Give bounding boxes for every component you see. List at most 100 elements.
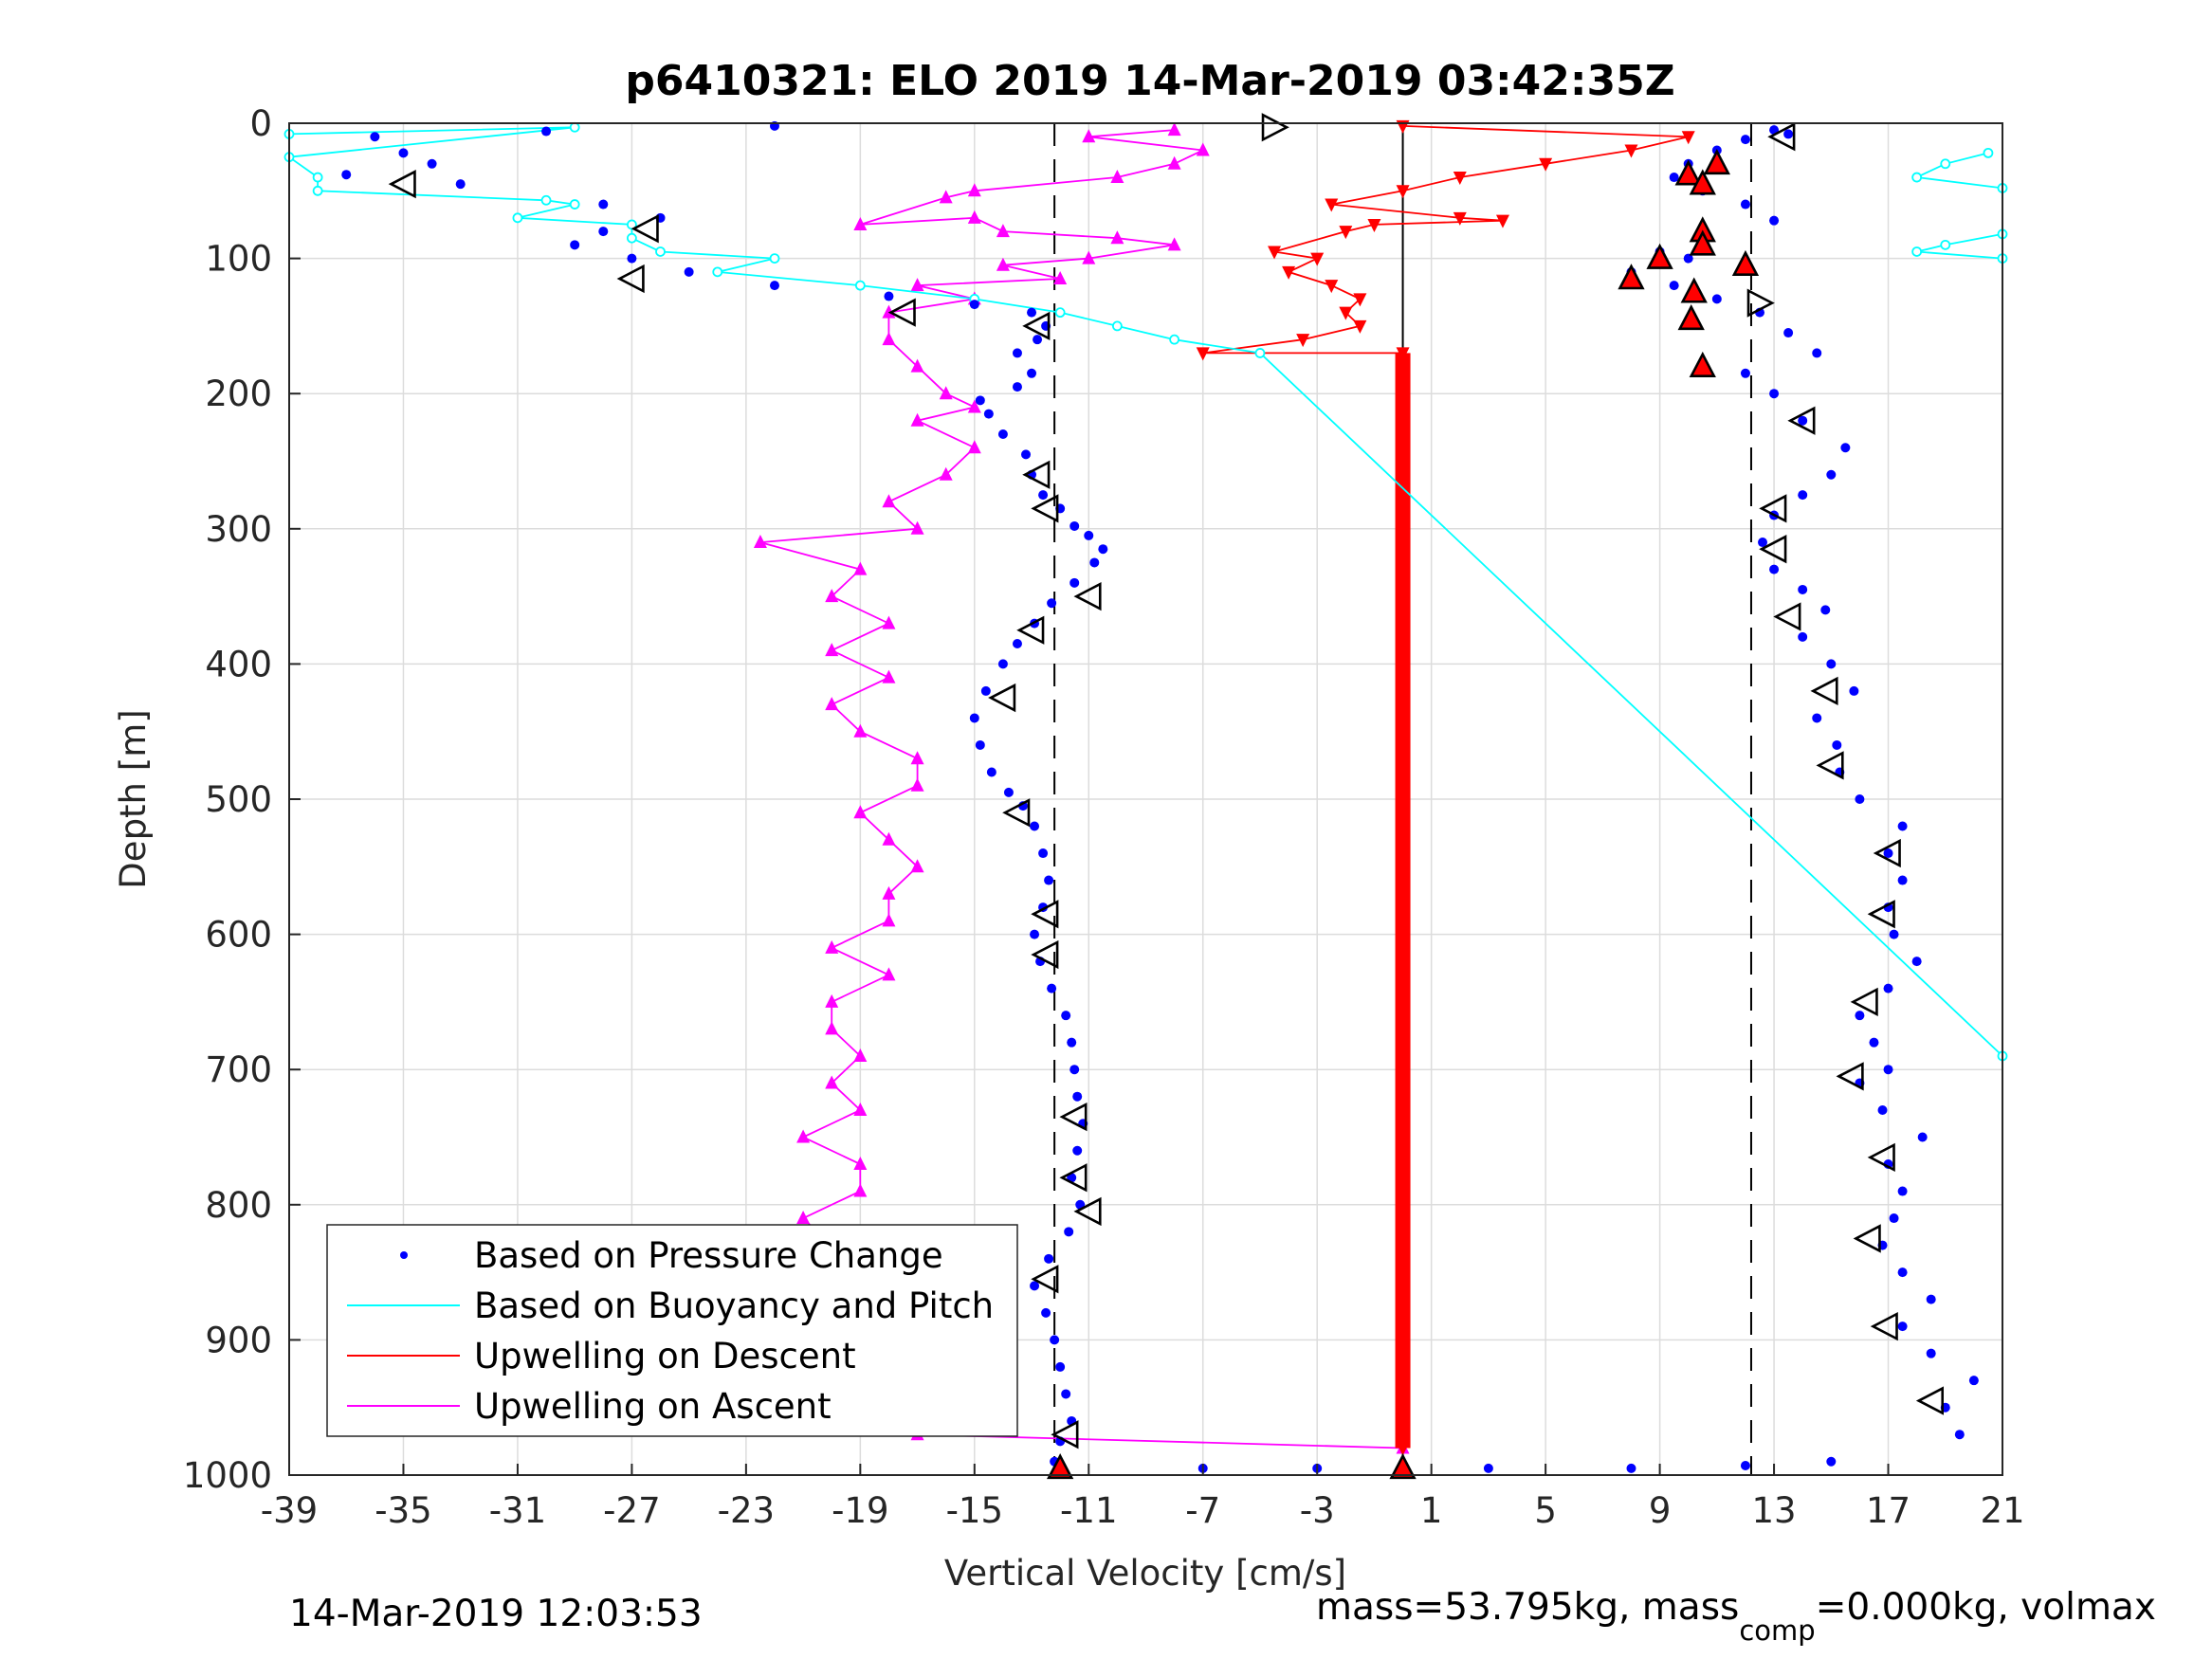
upwelling-descent-marker <box>1339 306 1353 320</box>
x-tick-label: -19 <box>832 1490 888 1531</box>
pressure-dot <box>884 291 894 301</box>
pressure-dot <box>455 179 466 190</box>
pressure-dot <box>1812 348 1822 358</box>
pressure-dot <box>1064 1227 1074 1237</box>
open-triangle-left-marker <box>616 264 645 294</box>
pressure-dot <box>769 281 779 291</box>
pressure-dot <box>1897 1322 1908 1332</box>
pressure-dot <box>983 409 994 419</box>
upwelling-descent-marker <box>1353 293 1367 307</box>
pressure-dot <box>1683 253 1693 264</box>
open-triangle-left-marker <box>1873 838 1901 868</box>
upwelling-ascent-marker <box>853 1048 868 1062</box>
pressure-dot <box>1832 739 1842 750</box>
pressure-dot <box>969 713 979 723</box>
upwelling-ascent-marker <box>882 967 896 981</box>
upwelling-descent-line <box>1202 125 1689 1449</box>
upwelling-ascent-marker <box>967 183 981 197</box>
pressure-dot <box>1012 639 1022 649</box>
upwelling-descent-marker <box>1681 131 1695 145</box>
pressure-dot <box>1669 281 1679 291</box>
pressure-dot <box>1061 1389 1071 1399</box>
open-triangle-left-marker <box>631 214 659 244</box>
upwelling-descent-marker <box>1196 347 1210 361</box>
legend-swatch-pressure <box>400 1251 408 1259</box>
pressure-dot <box>1030 1281 1040 1291</box>
upwelling-ascent-marker <box>825 994 839 1008</box>
pressure-dot <box>1027 368 1037 378</box>
pressure-dot <box>1044 1253 1054 1264</box>
pressure-dot <box>398 148 409 158</box>
upwelling-ascent-marker <box>1167 237 1181 251</box>
pressure-dot <box>1883 848 1893 859</box>
y-tick-label: 600 <box>205 915 272 956</box>
upwelling-ascent-marker <box>825 1075 839 1089</box>
pressure-dot <box>1030 929 1040 939</box>
pressure-dot <box>541 126 552 137</box>
pressure-dot <box>1084 530 1094 540</box>
pressure-dot <box>1069 520 1080 531</box>
upwelling-descent-marker <box>1310 252 1325 266</box>
pressure-dot <box>1072 1145 1083 1156</box>
pressure-dot <box>986 767 996 777</box>
y-tick-label: 300 <box>205 509 272 550</box>
pressure-dot <box>997 659 1008 669</box>
pressure-dot <box>1897 1186 1908 1196</box>
filled-red-triangle-marker <box>1389 1453 1417 1480</box>
upwelling-ascent-marker <box>853 1102 868 1116</box>
open-triangle-left-marker <box>1816 751 1844 780</box>
pressure-dot <box>1911 957 1922 967</box>
filled-red-triangle-marker <box>1674 159 1702 186</box>
open-triangle-left-marker <box>1787 406 1816 435</box>
pressure-dot <box>1826 1456 1837 1467</box>
pressure-dot <box>1041 1307 1051 1318</box>
footer-mass-main: mass=53.795kg, mass <box>1316 1586 1739 1629</box>
pressure-dot <box>980 685 991 696</box>
open-triangle-left-marker <box>887 298 916 327</box>
upwelling-descent-marker <box>1325 280 1339 294</box>
upwelling-ascent-marker <box>882 615 896 629</box>
upwelling-ascent-marker <box>853 723 868 738</box>
upwelling-ascent-marker <box>1053 270 1068 284</box>
open-triangle-left-marker <box>1073 1196 1102 1227</box>
upwelling-ascent-marker <box>910 412 924 427</box>
pressure-dot <box>627 253 637 264</box>
upwelling-descent-marker <box>1396 185 1410 199</box>
upwelling-descent-marker <box>1495 214 1509 228</box>
footer-mass-info: mass=53.795kg, masscomp=0.000kg, volmax <box>1316 1586 2156 1647</box>
y-tick-label: 400 <box>205 644 272 684</box>
upwelling-ascent-marker <box>825 939 839 954</box>
x-tick-label: 5 <box>1534 1490 1557 1531</box>
upwelling-ascent-marker <box>1196 142 1210 156</box>
buoyancy-marker <box>712 266 723 278</box>
pressure-dot <box>1926 1348 1936 1358</box>
open-triangle-left-marker <box>1022 311 1051 341</box>
upwelling-descent-marker <box>1367 218 1381 232</box>
y-tick-label: 800 <box>205 1185 272 1226</box>
filled-red-triangle-marker <box>1689 169 1716 195</box>
x-axis-label: Vertical Velocity [cm/s] <box>944 1553 1346 1594</box>
upwelling-ascent-marker <box>882 885 896 900</box>
open-triangle-left-marker <box>1867 1142 1895 1173</box>
filled-red-triangle-marker <box>1680 277 1708 303</box>
upwelling-descent-marker <box>1268 246 1282 260</box>
filled-red-triangle-marker <box>1731 249 1760 277</box>
buoyancy-marker <box>540 194 552 206</box>
pressure-dot <box>1869 1037 1879 1048</box>
pressure-dot <box>1483 1463 1493 1473</box>
open-triangle-left-marker <box>1031 494 1059 523</box>
pressure-dot <box>684 266 694 277</box>
pressure-dot <box>1769 215 1780 226</box>
filled-red-triangle-marker <box>1689 351 1716 377</box>
legend-label-pressure: Based on Pressure Change <box>474 1235 943 1276</box>
buoyancy-marker <box>854 280 866 291</box>
legend: Based on Pressure Change Based on Buoyan… <box>326 1224 1018 1437</box>
pressure-dot <box>1038 848 1049 859</box>
open-triangle-left-marker <box>1051 1420 1079 1449</box>
pressure-dot <box>1820 605 1831 615</box>
x-tick-label: 17 <box>1866 1490 1910 1531</box>
upwelling-ascent-marker <box>1110 170 1124 184</box>
pressure-dot <box>1926 1294 1936 1304</box>
buoyancy-marker <box>1169 334 1180 345</box>
